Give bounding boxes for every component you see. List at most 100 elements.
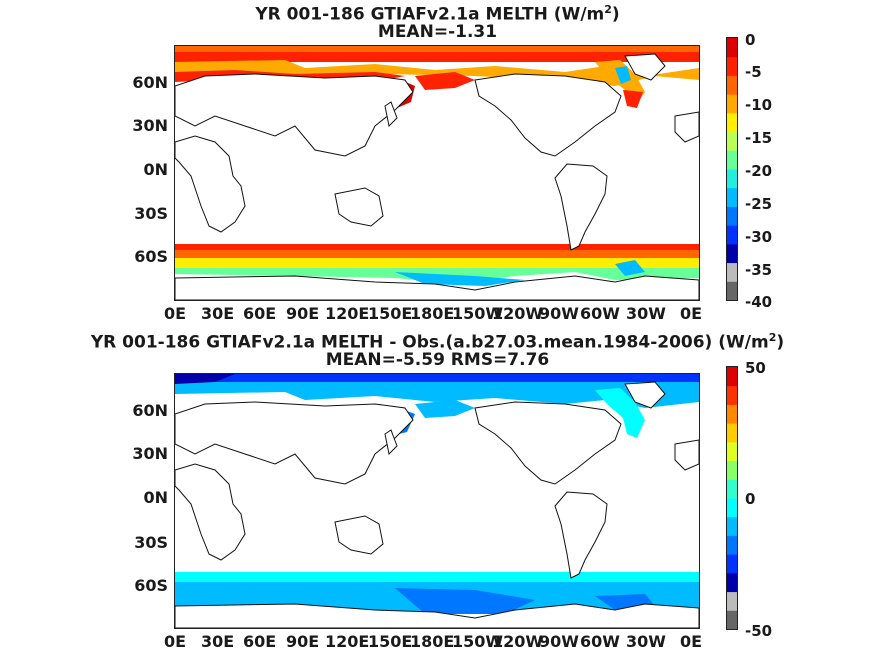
lon-label: 30W (626, 632, 666, 651)
southern-band-red (175, 244, 699, 250)
lon-label: 150W (452, 304, 504, 323)
lon-label: 120W (492, 304, 544, 323)
north-america (474, 401, 622, 485)
colorbar-segment (727, 187, 737, 207)
weddell-blue (615, 260, 645, 276)
panel2-title-close: ) (776, 332, 785, 353)
lon-label: 60E (243, 304, 277, 323)
lon-label: 30W (626, 304, 666, 323)
lon-label: 150W (452, 632, 504, 651)
lon-label: 150E (368, 304, 413, 323)
lon-label: 0E (680, 304, 703, 323)
colorbar-label: -10 (745, 96, 773, 114)
colorbar-segment (727, 516, 737, 536)
bering-sea (415, 72, 475, 90)
lon-label: 120E (325, 632, 370, 651)
panel1-lat-30n: 30N (132, 116, 168, 135)
colorbar-segment (727, 404, 737, 424)
panel2-colorbar (726, 366, 738, 630)
panel2-title-sup: 2 (768, 331, 777, 344)
panel2-map-svg (175, 374, 699, 628)
continents (175, 381, 699, 579)
colorbar-label: 0 (745, 490, 756, 508)
ross-sea-blue (395, 272, 525, 286)
colorbar-segment (727, 75, 737, 95)
japan (384, 429, 398, 456)
lon-label: 90E (286, 632, 320, 651)
colorbar-segment (727, 38, 737, 58)
lon-label: 60W (580, 304, 620, 323)
africa (175, 463, 246, 561)
panel2-lat-0n: 0N (143, 488, 168, 507)
panel1-lat-60n: 60N (132, 73, 168, 92)
panel2-lat-30n: 30N (132, 444, 168, 463)
panel2-title: YR 001-186 GTIAFv2.1a MELTH - Obs.(a.b27… (0, 328, 875, 353)
colorbar-segment (727, 367, 737, 387)
panel2-map (174, 373, 700, 629)
colorbar-segment (727, 498, 737, 518)
south-america (554, 163, 608, 251)
panel1-subtitle: MEAN=-1.31 (377, 22, 498, 42)
lon-label: 0E (680, 632, 703, 651)
arctic-edge (175, 46, 699, 52)
colorbar-segment (727, 150, 737, 170)
lon-label: 90W (539, 632, 579, 651)
southern-band-yellow (175, 258, 699, 268)
colorbar-segment (727, 554, 737, 574)
lon-label: 90W (539, 304, 579, 323)
eurasia (175, 73, 414, 157)
colorbar-segment (727, 572, 737, 593)
lon-label: 90E (286, 304, 320, 323)
bering-sea (415, 400, 475, 418)
australia (334, 515, 384, 555)
colorbar-segment (727, 169, 737, 189)
colorbar-label: -5 (745, 63, 762, 81)
panel1-map-svg (175, 46, 699, 300)
colorbar-label: 50 (745, 359, 766, 377)
panel1-colorbar (726, 37, 738, 301)
japan (384, 101, 398, 128)
panel2-lat-60s: 60S (134, 576, 168, 595)
colorbar-segment (727, 460, 737, 480)
arctic-deep (175, 374, 235, 384)
antarctica (175, 275, 699, 300)
eurasia (175, 401, 414, 485)
lon-label: 150E (368, 632, 413, 651)
colorbar-label: -25 (745, 195, 773, 213)
antarctica (175, 603, 699, 628)
panel1-title-close: ) (611, 4, 620, 25)
labrador-sea (623, 90, 643, 108)
panel2-lat-30s: 30S (134, 533, 168, 552)
panel2-subtitle: MEAN=-5.59 RMS=7.76 (325, 350, 550, 370)
panel2-lat-60n: 60N (132, 401, 168, 420)
panel1-lat-0n: 0N (143, 160, 168, 179)
colorbar-label: -20 (745, 162, 773, 180)
arctic-edge (175, 374, 699, 382)
panel1-lat-60s: 60S (134, 247, 168, 266)
lon-label: 60E (243, 632, 277, 651)
colorbar-segment (727, 535, 737, 555)
colorbar-label: 0 (745, 31, 756, 49)
panel1-title-text: YR 001-186 GTIAFv2.1a MELTH (W/m (255, 4, 605, 25)
europe-west (674, 439, 699, 471)
colorbar-segment (727, 112, 737, 133)
panel2-colorbar-svg (727, 367, 737, 630)
colorbar-segment (727, 56, 737, 76)
australia (334, 187, 384, 227)
panel1-colorbar-svg (727, 38, 737, 301)
lon-label: 30E (201, 632, 235, 651)
panel1-lat-30s: 30S (134, 204, 168, 223)
lon-label: 60W (580, 632, 620, 651)
colorbar-label: -30 (745, 228, 773, 246)
lon-label: 180E (410, 304, 455, 323)
lon-label: 30E (201, 304, 235, 323)
greenland (624, 53, 666, 81)
colorbar-segment (727, 385, 737, 405)
colorbar-segment (727, 225, 737, 245)
arctic-band (175, 382, 699, 408)
colorbar-segment (727, 206, 737, 226)
baffin-blue (615, 66, 631, 84)
arctic-band-red (175, 52, 699, 62)
panel2-title-text: YR 001-186 GTIAFv2.1a MELTH - Obs.(a.b27… (90, 332, 769, 353)
panel1-title: YR 001-186 GTIAFv2.1a MELTH (W/m2) (0, 0, 875, 25)
